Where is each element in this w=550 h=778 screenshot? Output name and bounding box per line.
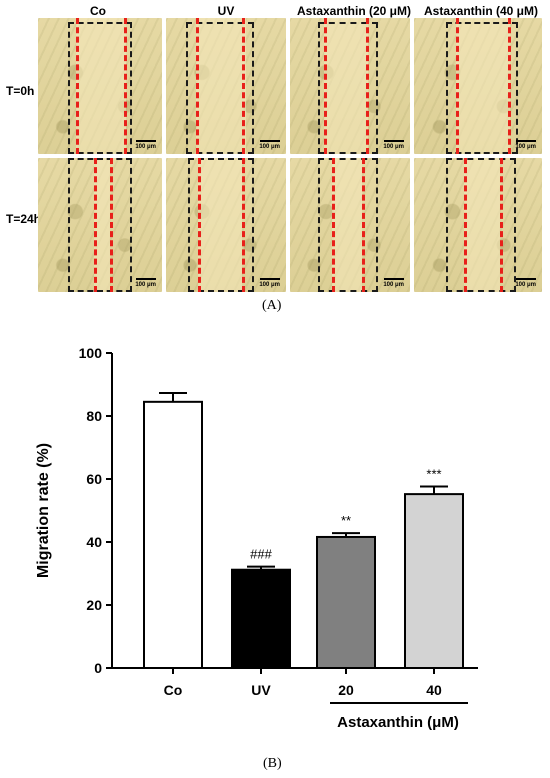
panel-a-label: (A)	[262, 298, 281, 314]
y-tick-label: 80	[86, 408, 102, 424]
micrograph-astaxanthin-20-0h: 100 μm	[290, 18, 410, 154]
astaxanthin-bracket-label: Astaxanthin (μM)	[337, 714, 459, 731]
bar-co	[144, 402, 202, 668]
y-tick-label: 40	[86, 534, 102, 550]
row-title-24h: T=24h	[6, 212, 41, 226]
x-tick-label: Co	[164, 682, 183, 698]
scale-label: 100 μm	[515, 144, 536, 150]
micrograph-astaxanthin-20-24h: 100 μm	[290, 158, 410, 292]
bar-uv	[232, 570, 290, 668]
scale-label: 100 μm	[259, 282, 280, 288]
chart-bars	[144, 393, 463, 668]
scale-label: 100 μm	[515, 282, 536, 288]
scale-label: 100 μm	[135, 144, 156, 150]
scale-label: 100 μm	[383, 282, 404, 288]
x-tick-label: UV	[251, 682, 271, 698]
y-axis-label: Migration rate (%)	[35, 443, 52, 578]
micrograph-astaxanthin-40-0h: 100 μm	[414, 18, 542, 154]
scale-label: 100 μm	[383, 144, 404, 150]
y-tick-label: 100	[79, 345, 103, 361]
scale-label: 100 μm	[259, 144, 280, 150]
bar-20	[317, 537, 375, 668]
y-tick-label: 20	[86, 597, 102, 613]
significance-label: ###	[250, 547, 272, 562]
micrograph-uv-24h: 100 μm	[166, 158, 286, 292]
column-title-astaxanthin-20: Astaxanthin (20 μM)	[290, 4, 418, 18]
scale-label: 100 μm	[135, 282, 156, 288]
micrograph-co-24h: 100 μm	[38, 158, 162, 292]
x-tick-label: 40	[426, 682, 442, 698]
significance-label: **	[341, 513, 351, 528]
column-title-co: Co	[38, 4, 158, 18]
panel-a-micrographs: Co UV Astaxanthin (20 μM) Astaxanthin (4…	[0, 0, 550, 300]
y-tick-label: 0	[94, 660, 102, 676]
column-title-uv: UV	[166, 4, 286, 18]
x-tick-label: 20	[338, 682, 354, 698]
panel-b-label: (B)	[263, 756, 282, 772]
bar-40	[405, 494, 463, 668]
significance-label: ***	[426, 467, 441, 482]
micrograph-uv-0h: 100 μm	[166, 18, 286, 154]
micrograph-astaxanthin-40-24h: 100 μm	[414, 158, 542, 292]
row-title-0h: T=0h	[6, 84, 34, 98]
migration-rate-bar-chart: 0 20 40 60 80 100 Migration rate (%) Co UV ### 20…	[0, 330, 550, 750]
micrograph-co-0h: 100 μm	[38, 18, 162, 154]
column-title-astaxanthin-40: Astaxanthin (40 μM)	[414, 4, 548, 18]
y-tick-label: 60	[86, 471, 102, 487]
